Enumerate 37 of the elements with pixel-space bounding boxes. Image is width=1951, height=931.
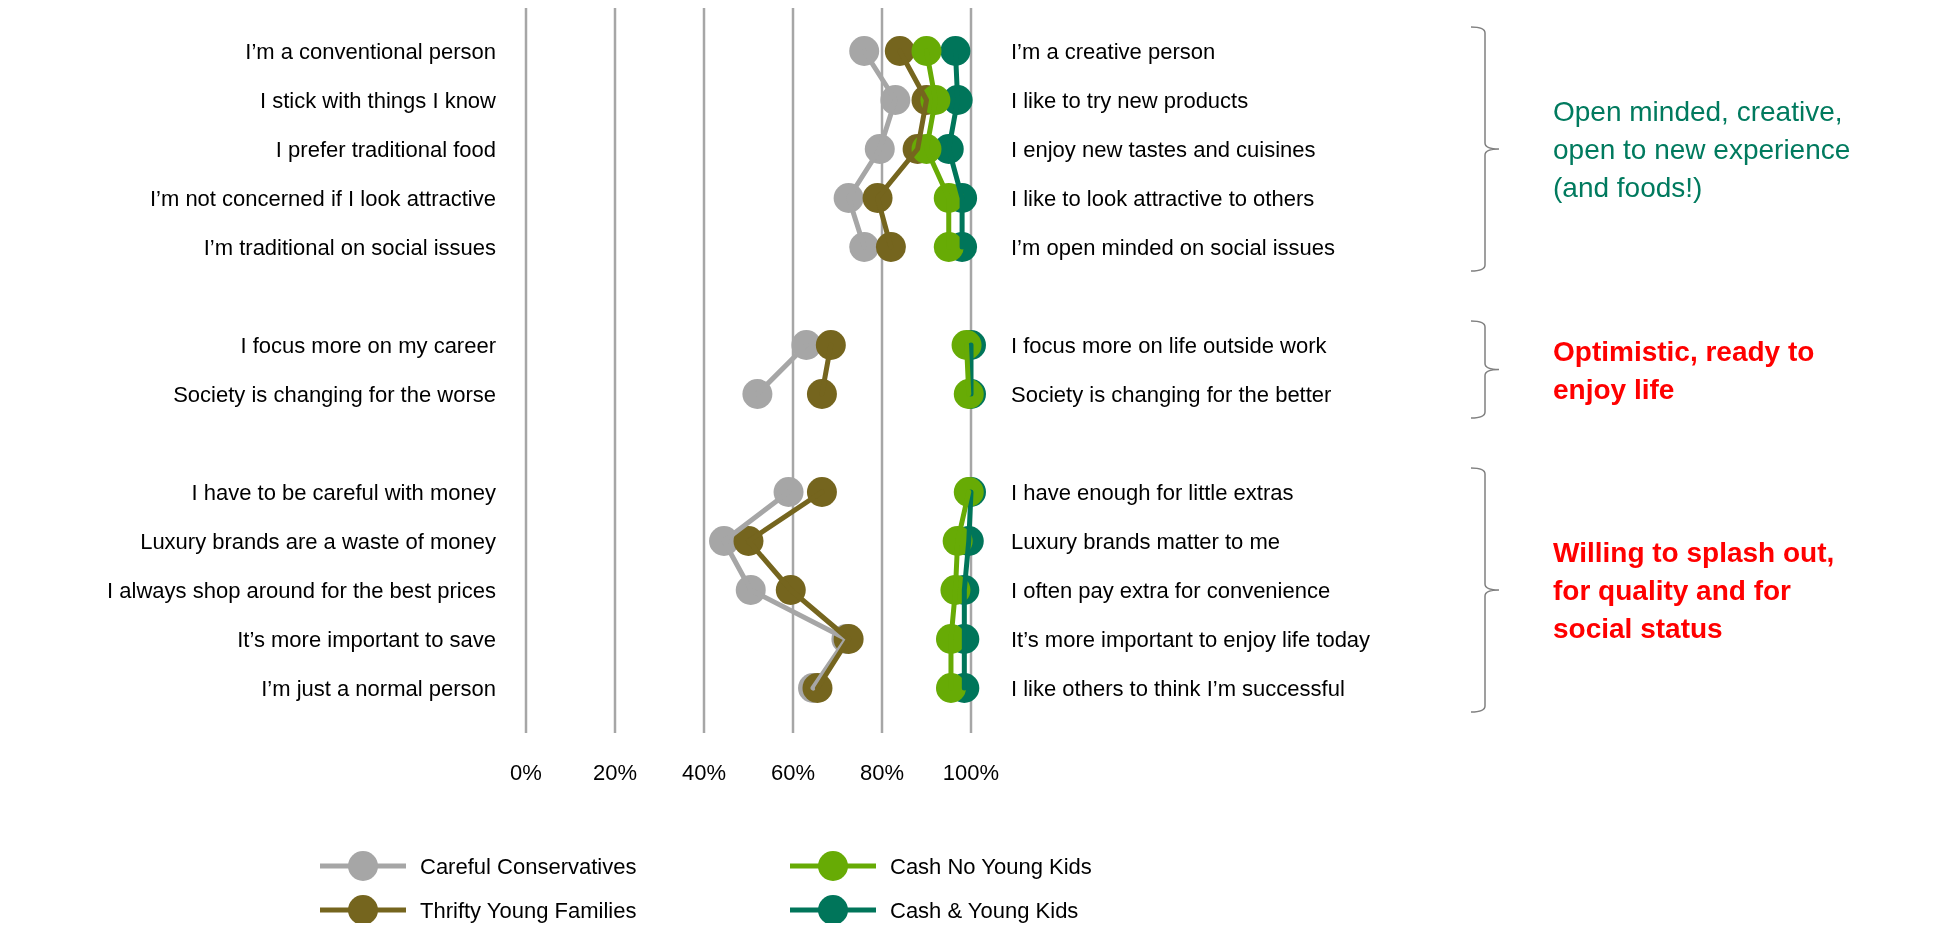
text: I like others to think I’m successful	[1011, 676, 1345, 701]
text: I like to look attractive to others	[1011, 186, 1315, 211]
text: I like to try new products	[1011, 88, 1249, 113]
x-tick-label: 20%	[592, 760, 638, 785]
text: Open minded, creative, open to new experience (and foods!)	[1553, 96, 1851, 203]
legend-label: Careful Conservatives	[420, 854, 637, 879]
text: I’m a creative person	[1011, 39, 1216, 64]
y-tick-label: I’m not concerned if I look attractive	[149, 186, 496, 211]
y-tick-label: Luxury brands are a waste of money	[140, 529, 496, 554]
y-tick-label: I’m just a normal person	[261, 676, 496, 701]
x-tick-label: 60%	[770, 760, 816, 785]
text: Luxury brands matter to me	[1011, 529, 1281, 554]
text: Society is changing for the better	[1011, 382, 1332, 407]
text: Optimistic, ready to enjoy life	[1553, 335, 1815, 405]
y-tick-label: It’s more important to save	[237, 627, 496, 652]
text: I have enough for little extras	[1011, 480, 1294, 505]
text: Willing to splash out, for quality and for social status	[1553, 537, 1835, 644]
legend-label: Cash No Young Kids	[890, 854, 1092, 879]
text: I’m open minded on social issues	[1011, 235, 1336, 260]
y-tick-label: I have to be careful with money	[191, 480, 496, 505]
y-tick-label: I prefer traditional food	[275, 137, 496, 162]
legend-label: Cash & Young Kids	[890, 898, 1079, 923]
text: I often pay extra for convenience	[1011, 578, 1331, 603]
text: I enjoy new tastes and cuisines	[1011, 137, 1316, 162]
x-tick-label: 0%	[510, 760, 542, 785]
y-tick-label: I always shop around for the best prices	[107, 578, 496, 603]
text: I focus more on life outside work	[1011, 333, 1328, 358]
y-tick-label: Society is changing for the worse	[173, 382, 496, 407]
x-tick-label: 100%	[942, 760, 1000, 785]
x-tick-label: 80%	[859, 760, 905, 785]
x-tick-label: 40%	[681, 760, 727, 785]
legend-label: Thrifty Young Families	[420, 898, 637, 923]
text: It’s more important to enjoy life today	[1011, 627, 1371, 652]
y-tick-label: I stick with things I know	[260, 88, 497, 113]
y-tick-label: I’m traditional on social issues	[203, 235, 496, 260]
y-tick-label: I focus more on my career	[240, 333, 496, 358]
y-tick-label: I’m a conventional person	[245, 39, 496, 64]
